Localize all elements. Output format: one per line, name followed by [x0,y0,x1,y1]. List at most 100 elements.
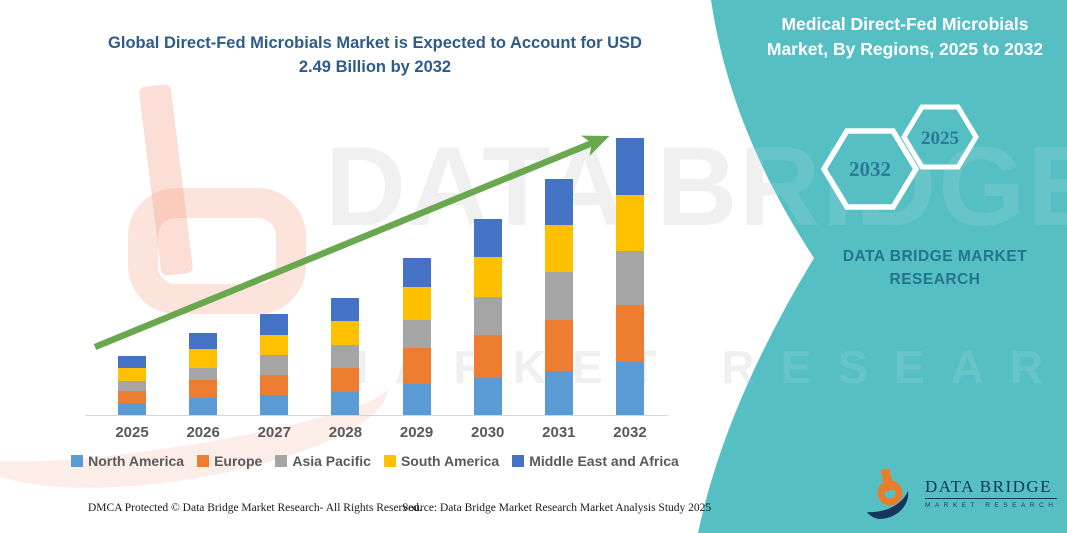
year-hexagons: 2025 2032 [820,104,979,210]
tick-label-2032: 2032 [613,424,647,441]
bar-segment-2030-europe [473,335,502,378]
bar-segment-2030-asia-pacific [473,297,502,335]
brand-text-line1: DATA BRIDGE MARKET [842,248,1028,265]
footer-dmca: DMCA Protected © Data Bridge Market Rese… [88,502,422,514]
bar-segment-2025-middle-east-and-africa [118,356,146,368]
bar-segment-2030-middle-east-and-africa [473,219,502,257]
tick-label-2031: 2031 [542,424,576,441]
bar-segment-2031-south-america [544,225,573,272]
bar-column-2025 [104,125,160,415]
hexagon-2032-label: 2032 [849,157,891,181]
bar-segment-2025-south-america [118,368,146,381]
bar-segment-2029-middle-east-and-africa [402,258,431,287]
bar-segment-2029-north-america [402,384,431,415]
bar-segment-2031-asia-pacific [544,272,573,320]
bar-segment-2025-europe [118,391,146,403]
tick-label-2027: 2027 [257,424,291,441]
bar-column-2027 [246,125,302,415]
bar-segment-2029-europe [402,348,431,384]
panel-title: Medical Direct-Fed Microbials Market, By… [766,14,1044,60]
bar-column-2030 [460,125,516,415]
bar-segment-2028-north-america [331,392,360,415]
bar-column-2028 [317,125,373,415]
bar-segment-2031-north-america [544,371,573,415]
bar-segment-2027-middle-east-and-africa [260,314,289,335]
bar-segment-2032-middle-east-and-africa [615,138,644,195]
bar-2030 [473,219,502,415]
bar-segment-2026-middle-east-and-africa [189,333,218,349]
dbmr-logo-name: DATA BRIDGE [925,477,1058,499]
bar-column-2032 [602,125,658,415]
bar-segment-2028-asia-pacific [331,345,360,368]
bar-column-2026 [175,125,231,415]
bar-segment-2027-asia-pacific [260,355,289,375]
legend-label: North America [88,453,185,469]
legend-label: Europe [214,453,263,469]
bar-segment-2026-north-america [189,398,218,415]
bar-segment-2026-south-america [189,349,218,368]
bar-segment-2025-north-america [118,403,146,415]
bar-segment-2025-asia-pacific [118,381,146,391]
legend-label: Asia Pacific [292,453,371,469]
bar-segment-2030-south-america [473,257,502,297]
dbmr-logo-text: DATA BRIDGE MARKET RESEARCH [925,477,1058,509]
tick-label-2029: 2029 [399,424,434,441]
bar-segment-2028-south-america [331,321,360,345]
bar-2031 [544,179,573,415]
tick-label-2028: 2028 [328,424,363,441]
chart-legend: North America Europe Asia Pacific South Ame… [60,453,690,469]
legend-label: South America [400,453,500,469]
bar-2027 [260,314,289,415]
legend-swatch-icon [275,455,288,467]
bar-segment-2028-europe [331,368,360,392]
footer-source: Source: Data Bridge Market Research Mark… [402,502,712,514]
dbmr-logo-icon [867,468,909,519]
bar-segment-2026-asia-pacific [189,368,218,380]
bar-segment-2032-north-america [615,362,644,415]
legend-item-asia-pacific: Asia Pacific [275,453,371,469]
tick-label-2030: 2030 [471,424,505,441]
bar-2025 [118,356,146,415]
legend-label: Middle East and Africa [529,453,679,469]
dbmr-logo: DATA BRIDGE MARKET RESEARCH [866,467,1058,519]
bar-segment-2027-north-america [260,395,289,415]
bar-segment-2032-asia-pacific [615,251,644,305]
brand-text-line2: RESEARCH [889,271,981,289]
bar-plot-area [104,125,658,415]
bar-column-2031 [531,125,587,415]
bar-segment-2029-south-america [402,287,431,320]
bar-segment-2032-europe [615,305,644,362]
bar-2032 [615,138,644,415]
bar-segment-2031-middle-east-and-africa [544,179,573,225]
legend-swatch-icon [512,455,525,467]
x-axis-ticks: 2025 2026 2027 2028 2029 2030 2031 2032 [104,424,658,441]
legend-swatch-icon [197,455,210,467]
x-axis-line [85,415,668,416]
dbmr-logo-tagline: MARKET RESEARCH [925,502,1058,509]
legend-item-europe: Europe [197,453,262,469]
hexagon-2025-label: 2025 [921,128,959,149]
bar-segment-2027-europe [260,375,289,395]
bar-column-2029 [389,125,445,415]
legend-item-south-america: South America [383,453,500,469]
bar-segment-2027-south-america [260,335,289,355]
legend-item-middle-east-and-africa: Middle East and Africa [512,453,679,469]
hexagon-2032 [820,128,920,210]
hexagon-2025 [901,104,979,170]
brand-text: DATA BRIDGE MARKET RESEARCH [818,245,1052,292]
legend-item-north-america: North America [71,453,184,469]
tick-label-2026: 2026 [186,424,220,441]
bar-segment-2030-north-america [473,378,502,415]
bar-segment-2032-south-america [615,195,644,251]
bar-segment-2028-middle-east-and-africa [331,298,360,321]
bar-2029 [402,258,431,415]
bar-segment-2026-europe [189,380,218,398]
legend-swatch-icon [383,455,396,467]
bar-2028 [331,298,360,415]
bar-segment-2031-europe [544,320,573,371]
tick-label-2025: 2025 [115,424,149,441]
legend-swatch-icon [71,455,84,467]
bar-segment-2029-asia-pacific [402,320,431,348]
chart-title: Global Direct-Fed Microbials Market is E… [108,34,642,76]
